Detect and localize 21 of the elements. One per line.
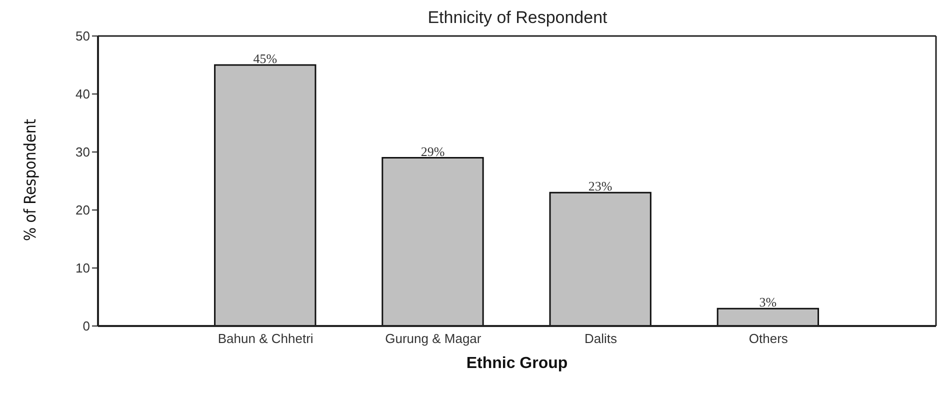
x-tick-label: Bahun & Chhetri [218, 331, 314, 346]
x-axis-title: Ethnic Group [466, 355, 568, 372]
data-label: 45% [253, 51, 278, 66]
bar [382, 157, 484, 326]
bar [214, 64, 316, 326]
bar [716, 308, 820, 326]
y-tick-label: 0 [82, 318, 90, 334]
y-tick-label: 20 [76, 202, 90, 218]
x-tick-label: Others [748, 331, 788, 346]
x-tick-label: Dalits [584, 331, 618, 346]
y-tick-label: 30 [76, 144, 90, 160]
y-tick-label: 40 [76, 86, 90, 102]
y-tick-label: 50 [76, 28, 90, 44]
bar [549, 192, 652, 326]
data-label: 3% [759, 294, 777, 310]
x-tick-label: Gurung & Magar [385, 331, 482, 346]
y-axis-title: % of Respondent [20, 118, 40, 241]
data-label: 23% [588, 178, 612, 194]
y-tick-label: 10 [76, 260, 90, 276]
data-label: 29% [420, 144, 445, 159]
chart-title: Ethnicity of Respondent [426, 8, 608, 28]
